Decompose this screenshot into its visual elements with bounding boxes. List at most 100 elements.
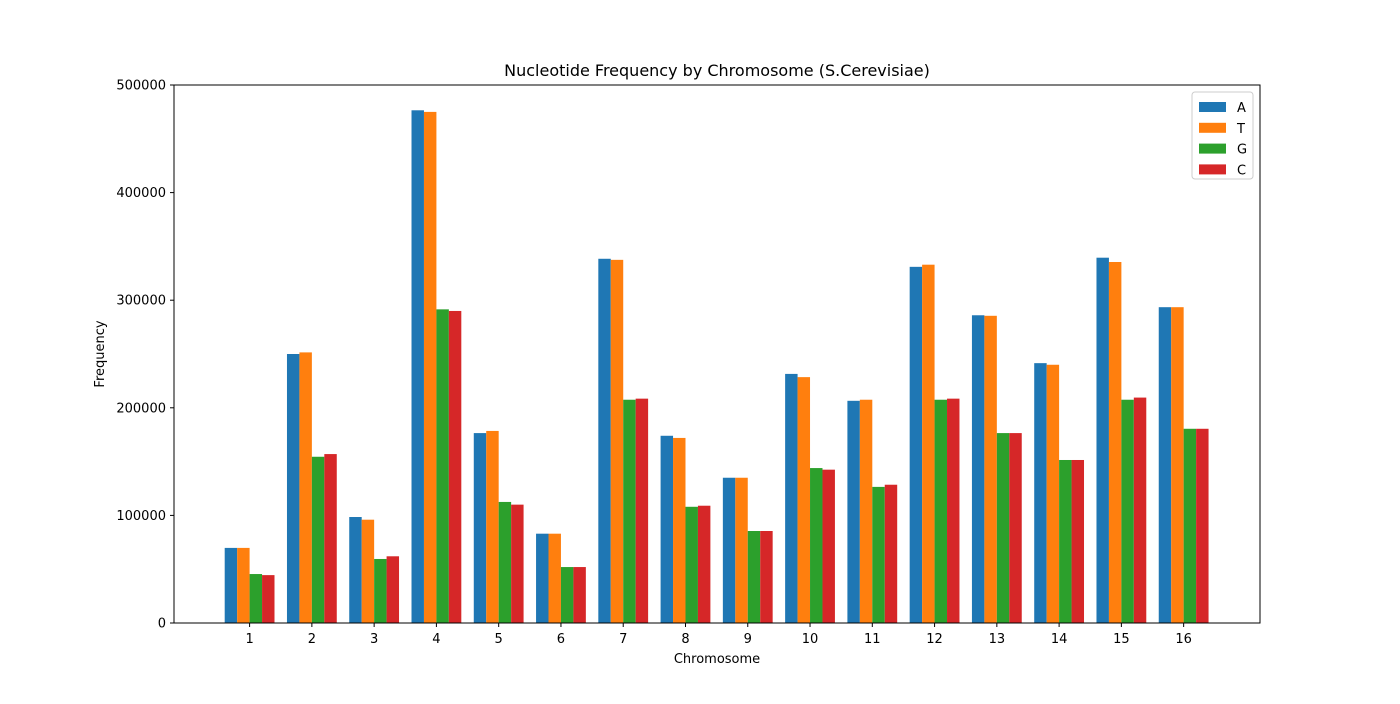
bar-a-chr1: [224, 547, 238, 623]
bars-layer: [224, 110, 1209, 624]
x-axis: 1 2 3 4 5 6 7 8 9 10 11 12 13 14 15 16: [245, 623, 1192, 647]
x-tick-label: 15: [1113, 632, 1130, 647]
bar-g-chr15: [1121, 399, 1134, 623]
chart-title: Nucleotide Frequency by Chromosome (S.Ce…: [504, 61, 930, 80]
bar-c-chr8: [697, 505, 711, 623]
bar-t-chr6: [548, 533, 561, 623]
bar-a-chr2: [286, 354, 300, 623]
bar-t-chr14: [1046, 364, 1060, 623]
x-tick-label: 8: [681, 632, 689, 647]
bar-t-chr11: [859, 399, 873, 623]
y-tick-label: 0: [158, 617, 166, 632]
y-tick-label: 500000: [116, 79, 166, 94]
legend-label-c: C: [1237, 163, 1246, 178]
legend-label-t: T: [1236, 122, 1245, 137]
bar-c-chr13: [1009, 433, 1022, 623]
legend-label-a: A: [1237, 101, 1246, 116]
bar-c-chr9: [760, 531, 773, 623]
bar-g-chr8: [685, 506, 698, 623]
x-tick-label: 6: [557, 632, 565, 647]
bar-a-chr6: [536, 533, 549, 623]
y-axis: 0 100000 200000 300000 400000 500000: [116, 79, 174, 632]
bar-t-chr9: [735, 477, 748, 623]
bar-g-chr10: [810, 468, 823, 623]
bar-t-chr7: [610, 259, 624, 623]
legend-swatch-a: [1199, 102, 1226, 112]
x-tick-label: 9: [744, 632, 752, 647]
bar-g-chr13: [996, 433, 1010, 623]
bar-g-chr7: [623, 399, 636, 623]
bar-t-chr15: [1108, 262, 1122, 623]
bar-c-chr15: [1133, 397, 1147, 623]
bar-a-chr4: [411, 110, 424, 624]
x-tick-label: 16: [1175, 632, 1192, 647]
bar-a-chr14: [1034, 363, 1047, 623]
bar-a-chr12: [909, 266, 923, 623]
bar-a-chr7: [598, 258, 611, 623]
bar-a-chr9: [722, 477, 736, 623]
x-tick-label: 10: [802, 632, 819, 647]
x-tick-label: 3: [370, 632, 378, 647]
y-tick-label: 400000: [116, 186, 166, 201]
bar-g-chr16: [1183, 428, 1197, 623]
y-tick-label: 100000: [116, 509, 166, 524]
x-tick-label: 11: [864, 632, 881, 647]
bar-g-chr14: [1059, 459, 1072, 623]
bar-t-chr1: [237, 547, 250, 623]
bar-c-chr3: [386, 556, 400, 623]
bar-g-chr12: [934, 399, 948, 623]
y-tick-label: 200000: [116, 401, 166, 416]
bar-t-chr5: [486, 430, 499, 623]
legend-swatch-g: [1199, 143, 1226, 154]
bar-c-chr2: [324, 454, 337, 623]
bar-g-chr4: [436, 309, 449, 623]
bar-a-chr11: [847, 400, 860, 623]
bar-g-chr9: [747, 531, 761, 623]
bar-t-chr13: [984, 315, 997, 623]
bar-c-chr5: [511, 504, 524, 623]
bar-g-chr5: [498, 501, 512, 623]
bar-c-chr10: [822, 469, 835, 623]
bar-a-chr8: [660, 435, 674, 623]
x-tick-label: 13: [989, 632, 1006, 647]
x-tick-label: 14: [1051, 632, 1068, 647]
y-tick-label: 300000: [116, 294, 166, 309]
bar-a-chr13: [971, 315, 985, 623]
bar-t-chr12: [922, 264, 935, 623]
bar-c-chr1: [262, 575, 275, 623]
bar-c-chr16: [1196, 428, 1209, 623]
x-tick-label: 5: [495, 632, 503, 647]
x-tick-label: 2: [308, 632, 316, 647]
bar-a-chr10: [785, 373, 798, 623]
x-tick-label: 7: [619, 632, 627, 647]
bar-c-chr7: [635, 398, 649, 623]
bar-t-chr2: [299, 352, 312, 623]
legend-swatch-t: [1199, 122, 1226, 133]
legend-swatch-c: [1199, 164, 1226, 175]
bar-t-chr10: [797, 377, 811, 623]
bar-c-chr11: [884, 484, 898, 623]
bar-t-chr8: [673, 437, 686, 623]
bar-a-chr15: [1096, 257, 1109, 623]
x-tick-label: 4: [432, 632, 440, 647]
bar-a-chr5: [473, 433, 487, 623]
legend-box: [1191, 91, 1254, 180]
bar-g-chr1: [249, 574, 263, 623]
y-axis-label: Frequency: [93, 320, 108, 387]
bar-a-chr16: [1158, 307, 1172, 623]
bar-t-chr16: [1171, 307, 1184, 623]
bar-g-chr6: [560, 567, 574, 623]
x-tick-label: 12: [926, 632, 943, 647]
bar-c-chr14: [1071, 459, 1085, 623]
bar-c-chr12: [947, 398, 960, 623]
x-axis-label: Chromosome: [674, 652, 760, 667]
x-tick-label: 1: [245, 632, 253, 647]
bar-t-chr4: [423, 111, 437, 624]
bar-c-chr6: [573, 567, 586, 623]
legend-label-g: G: [1237, 143, 1247, 158]
bar-c-chr4: [448, 310, 462, 623]
bar-g-chr3: [374, 558, 387, 623]
